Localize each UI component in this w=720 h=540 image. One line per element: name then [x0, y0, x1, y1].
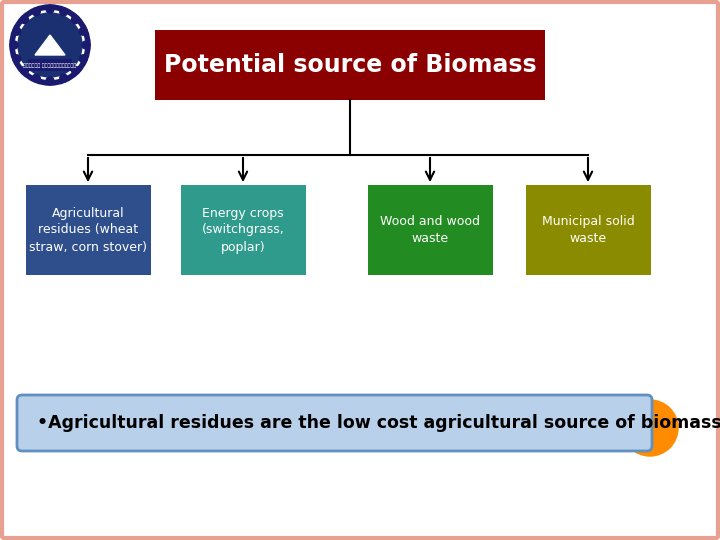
Circle shape	[13, 55, 21, 63]
Circle shape	[60, 8, 68, 16]
FancyBboxPatch shape	[155, 30, 545, 100]
Text: Energy crops
(switchgrass,
poplar): Energy crops (switchgrass, poplar)	[202, 206, 284, 253]
Circle shape	[79, 55, 87, 63]
Text: Wood and wood
waste: Wood and wood waste	[380, 215, 480, 245]
FancyBboxPatch shape	[17, 395, 652, 451]
FancyBboxPatch shape	[181, 185, 305, 275]
Circle shape	[32, 75, 40, 82]
FancyBboxPatch shape	[28, 59, 72, 71]
FancyBboxPatch shape	[25, 185, 150, 275]
Circle shape	[71, 16, 79, 24]
Circle shape	[21, 16, 29, 24]
Circle shape	[46, 77, 54, 85]
Circle shape	[21, 66, 29, 75]
Circle shape	[46, 5, 54, 13]
Text: Potential source of Biomass: Potential source of Biomass	[163, 53, 536, 77]
Circle shape	[71, 66, 79, 75]
Circle shape	[13, 27, 21, 35]
FancyBboxPatch shape	[367, 185, 492, 275]
Text: Municipal solid
waste: Municipal solid waste	[541, 215, 634, 245]
Circle shape	[79, 27, 87, 35]
Circle shape	[622, 400, 678, 456]
FancyBboxPatch shape	[526, 185, 650, 275]
Circle shape	[10, 41, 18, 49]
Text: Agricultural
residues (wheat
straw, corn stover): Agricultural residues (wheat straw, corn…	[29, 206, 147, 253]
Text: •Agricultural residues are the low cost agricultural source of biomass: •Agricultural residues are the low cost …	[37, 414, 720, 432]
Circle shape	[60, 75, 68, 82]
Circle shape	[18, 13, 82, 77]
Text: भारतीय प्रौद्योगिकी: भारतीय प्रौद्योगिकी	[23, 63, 76, 68]
Circle shape	[32, 8, 40, 16]
Polygon shape	[35, 35, 65, 55]
Circle shape	[82, 41, 90, 49]
